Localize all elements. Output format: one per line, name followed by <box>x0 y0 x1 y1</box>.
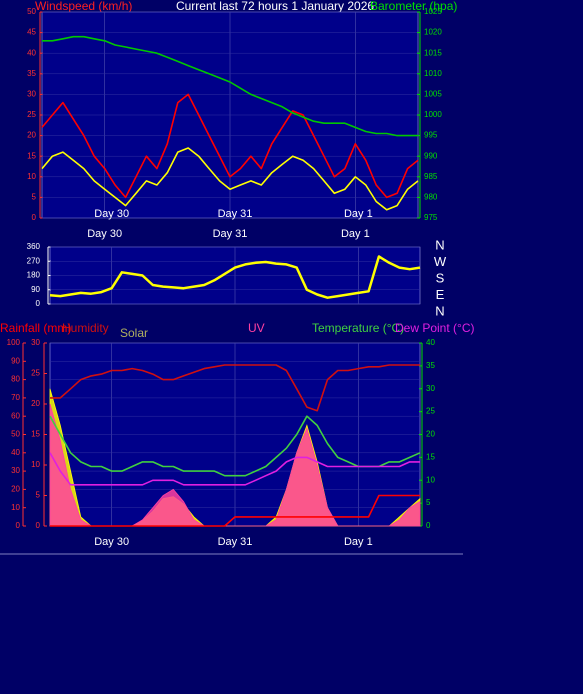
y-tick-label: 10 <box>11 503 20 512</box>
x-tick-label: Day 30 <box>87 228 122 240</box>
series-line <box>49 452 420 486</box>
direction-label: N <box>435 237 444 252</box>
legend-label: Solar <box>120 326 148 340</box>
legend-label: UV <box>248 321 265 335</box>
y3-tick-label: 25 <box>426 407 435 416</box>
x-tick-label: Day 1 <box>344 536 373 548</box>
y-tick-label: 25 <box>27 110 36 119</box>
y2-tick-label: 975 <box>424 213 438 222</box>
direction-label: E <box>436 287 445 302</box>
y-tick-label: 30 <box>27 90 36 99</box>
y-tick-label: 20 <box>11 485 20 494</box>
y-tick-label: 0 <box>32 213 37 222</box>
y3-tick-label: 0 <box>426 521 431 530</box>
y-tick-label: 60 <box>11 411 20 420</box>
x-tick-label: Day 1 <box>341 228 370 240</box>
y2-tick-label: 1020 <box>424 28 442 37</box>
series-line <box>50 364 420 412</box>
y2-tick-label: 980 <box>424 193 438 202</box>
y2-tick-label: 5 <box>36 491 41 500</box>
x-tick-label: Day 30 <box>94 208 129 220</box>
direction-label: N <box>435 303 444 318</box>
y-tick-label: 20 <box>27 131 36 140</box>
series-line <box>42 35 418 137</box>
y-tick-label: 35 <box>27 69 36 78</box>
y2-tick-label: 15 <box>31 430 40 439</box>
y2-tick-label: 1015 <box>424 48 442 57</box>
legend-label: Temperature (°C) <box>312 321 404 335</box>
y2-tick-label: 1010 <box>424 69 442 78</box>
series-line <box>41 93 419 199</box>
x-tick-label: Day 31 <box>213 228 248 240</box>
y-tick-label: 90 <box>11 356 20 365</box>
series-line <box>49 255 421 299</box>
y-tick-label: 45 <box>27 28 36 37</box>
y2-tick-label: 0 <box>36 521 41 530</box>
y-tick-label: 30 <box>11 466 20 475</box>
y3-tick-label: 40 <box>426 338 435 347</box>
y-tick-label: 90 <box>31 285 40 294</box>
y-tick-label: 100 <box>7 338 21 347</box>
x-tick-label: Day 31 <box>218 208 253 220</box>
series-line <box>41 147 419 211</box>
series-line <box>50 494 420 527</box>
y2-tick-label: 1025 <box>424 7 442 16</box>
y-tick-label: 50 <box>27 7 36 16</box>
y3-tick-label: 30 <box>426 384 435 393</box>
y2-tick-label: 10 <box>31 460 40 469</box>
y3-tick-label: 20 <box>426 430 435 439</box>
chart-title: Current last 72 hours 1 January 2026 <box>176 0 374 13</box>
y-axis-title: Windspeed (km/h) <box>35 0 132 13</box>
y3-tick-label: 10 <box>426 475 435 484</box>
y2-tick-label: 995 <box>424 131 438 140</box>
legend-label: Humidity <box>62 321 109 335</box>
y-tick-label: 180 <box>27 271 41 280</box>
y2-tick-label: 985 <box>424 172 438 181</box>
x-tick-label: Day 31 <box>218 536 253 548</box>
y2-tick-label: 990 <box>424 151 438 160</box>
y-tick-label: 5 <box>32 193 37 202</box>
y3-tick-label: 15 <box>426 452 435 461</box>
legend-label: Rainfall (mm) <box>0 321 71 335</box>
x-tick-label: Day 30 <box>94 536 129 548</box>
y-tick-label: 80 <box>11 375 20 384</box>
direction-label: S <box>436 270 445 285</box>
y-tick-label: 50 <box>11 430 20 439</box>
y-tick-label: 70 <box>11 393 20 402</box>
y-tick-label: 40 <box>11 448 20 457</box>
y2-axis-title: Barometer (hpa) <box>370 0 457 13</box>
y2-tick-label: 1005 <box>424 90 442 99</box>
y2-tick-label: 20 <box>31 399 40 408</box>
direction-label: W <box>434 254 447 269</box>
y2-tick-label: 1000 <box>424 110 442 119</box>
y-tick-label: 0 <box>16 521 21 530</box>
y-tick-label: 10 <box>27 172 36 181</box>
legend-label: Dew Point (°C) <box>395 321 474 335</box>
y-tick-label: 15 <box>27 151 36 160</box>
y3-tick-label: 5 <box>426 498 431 507</box>
y-tick-label: 270 <box>27 256 41 265</box>
y3-tick-label: 35 <box>426 361 435 370</box>
y2-tick-label: 30 <box>31 338 40 347</box>
y2-tick-label: 25 <box>31 369 40 378</box>
y-tick-label: 40 <box>27 48 36 57</box>
x-tick-label: Day 1 <box>344 208 373 220</box>
y-tick-label: 0 <box>36 299 41 308</box>
y-tick-label: 360 <box>27 242 41 251</box>
